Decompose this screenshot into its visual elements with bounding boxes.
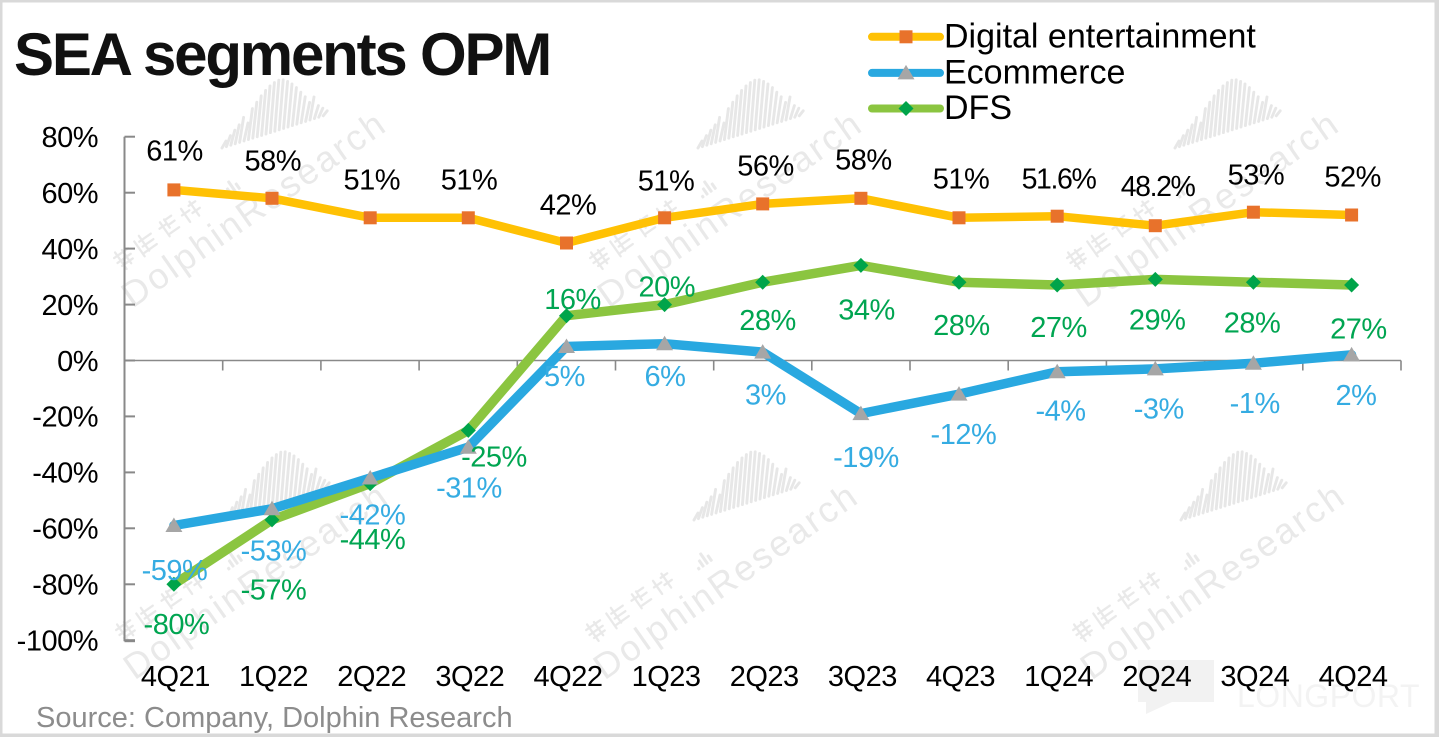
svg-text:0%: 0% [57, 346, 98, 378]
svg-text:-57%: -57% [241, 574, 307, 606]
svg-text:2Q24: 2Q24 [1122, 661, 1191, 693]
svg-text:Digital entertainment: Digital entertainment [944, 17, 1256, 55]
svg-text:3Q24: 3Q24 [1220, 661, 1289, 693]
svg-text:-80%: -80% [32, 570, 98, 602]
svg-text:-59%: -59% [142, 555, 208, 587]
svg-text:DFS: DFS [944, 89, 1012, 127]
svg-text:-31%: -31% [436, 472, 502, 504]
svg-text:-19%: -19% [833, 442, 899, 474]
svg-text:2%: 2% [1336, 380, 1377, 412]
svg-text:61%: 61% [146, 135, 203, 167]
svg-text:-42%: -42% [340, 499, 406, 531]
svg-text:-20%: -20% [32, 402, 98, 434]
svg-text:28%: 28% [1224, 308, 1281, 340]
svg-text:58%: 58% [245, 145, 302, 177]
svg-text:42%: 42% [540, 189, 597, 221]
svg-text:51%: 51% [344, 164, 401, 196]
svg-text:53%: 53% [1228, 159, 1285, 191]
svg-text:SEA segments OPM: SEA segments OPM [14, 21, 550, 88]
svg-text:-60%: -60% [32, 514, 98, 546]
svg-text:Ecommerce: Ecommerce [944, 53, 1125, 91]
svg-text:27%: 27% [1330, 314, 1387, 346]
svg-text:60%: 60% [41, 178, 98, 210]
svg-text:-44%: -44% [340, 524, 406, 556]
svg-text:5%: 5% [544, 361, 585, 393]
svg-text:51%: 51% [638, 165, 695, 197]
svg-text:51%: 51% [441, 164, 498, 196]
svg-text:-1%: -1% [1230, 388, 1280, 420]
svg-text:4Q22: 4Q22 [534, 661, 603, 693]
svg-text:1Q23: 1Q23 [632, 661, 701, 693]
svg-text:20%: 20% [41, 290, 98, 322]
svg-text:27%: 27% [1030, 312, 1087, 344]
svg-text:6%: 6% [645, 361, 686, 393]
svg-text:-53%: -53% [241, 536, 307, 568]
svg-text:51.6%: 51.6% [1022, 164, 1097, 196]
svg-text:-4%: -4% [1035, 396, 1085, 428]
svg-text:56%: 56% [737, 150, 794, 182]
svg-text:4Q23: 4Q23 [926, 661, 995, 693]
svg-text:58%: 58% [835, 144, 892, 176]
svg-text:34%: 34% [838, 294, 895, 326]
svg-text:-100%: -100% [17, 626, 98, 658]
svg-text:-3%: -3% [1134, 393, 1184, 425]
svg-text:-25%: -25% [461, 441, 527, 473]
svg-text:-80%: -80% [144, 609, 210, 641]
svg-text:3Q23: 3Q23 [828, 661, 897, 693]
svg-text:48.2%: 48.2% [1121, 171, 1196, 203]
svg-text:2Q23: 2Q23 [730, 661, 799, 693]
svg-text:40%: 40% [41, 234, 98, 266]
svg-text:52%: 52% [1324, 162, 1381, 194]
svg-text:4Q21: 4Q21 [141, 661, 210, 693]
svg-text:-12%: -12% [931, 419, 997, 451]
svg-text:3Q22: 3Q22 [435, 661, 504, 693]
svg-text:28%: 28% [739, 305, 796, 337]
svg-text:4Q24: 4Q24 [1319, 661, 1388, 693]
svg-text:28%: 28% [933, 310, 990, 342]
svg-text:3%: 3% [745, 379, 786, 411]
svg-text:29%: 29% [1129, 304, 1186, 336]
svg-text:20%: 20% [639, 271, 696, 303]
svg-text:16%: 16% [544, 284, 601, 316]
svg-text:51%: 51% [933, 164, 990, 196]
svg-text:-40%: -40% [32, 458, 98, 490]
svg-text:1Q22: 1Q22 [239, 661, 308, 693]
svg-text:LONGPORT: LONGPORT [1237, 678, 1420, 714]
svg-text:1Q24: 1Q24 [1024, 661, 1093, 693]
svg-text:2Q22: 2Q22 [337, 661, 406, 693]
svg-text:Source: Company, Dolphin Resea: Source: Company, Dolphin Research [36, 702, 513, 734]
svg-text:80%: 80% [41, 122, 98, 154]
